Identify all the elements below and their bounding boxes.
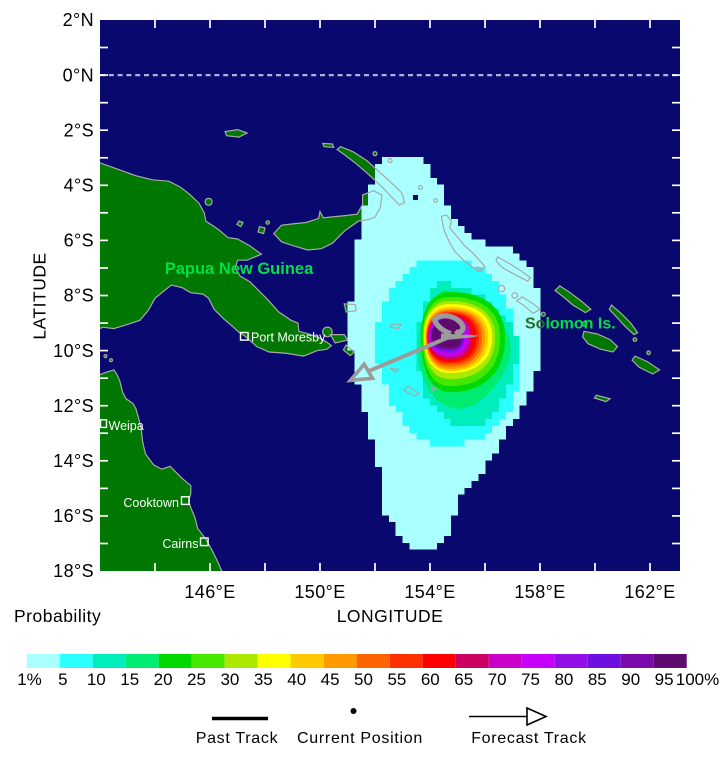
svg-text:Solomon Is.: Solomon Is. <box>525 316 616 333</box>
svg-text:2°S: 2°S <box>64 120 94 140</box>
svg-text:95: 95 <box>655 670 674 689</box>
svg-text:5: 5 <box>58 670 67 689</box>
svg-text:15: 15 <box>120 670 139 689</box>
svg-text:154°E: 154°E <box>404 582 455 602</box>
svg-text:10°S: 10°S <box>53 341 94 361</box>
svg-text:Forecast Track: Forecast Track <box>471 730 587 747</box>
svg-text:80: 80 <box>554 670 573 689</box>
svg-text:50: 50 <box>354 670 373 689</box>
svg-text:LATITUDE: LATITUDE <box>30 252 50 339</box>
svg-text:Port Moresby: Port Moresby <box>251 331 326 345</box>
svg-text:18°S: 18°S <box>53 561 94 581</box>
svg-text:16°S: 16°S <box>53 506 94 526</box>
svg-text:35: 35 <box>254 670 273 689</box>
svg-text:1%: 1% <box>17 670 42 689</box>
svg-text:Papua New Guinea: Papua New Guinea <box>165 260 314 278</box>
svg-text:60: 60 <box>421 670 440 689</box>
svg-text:2°N: 2°N <box>63 10 94 30</box>
svg-text:4°S: 4°S <box>64 176 94 196</box>
svg-text:40: 40 <box>287 670 306 689</box>
svg-text:70: 70 <box>488 670 507 689</box>
svg-text:Weipa: Weipa <box>109 419 144 433</box>
svg-text:25: 25 <box>187 670 206 689</box>
svg-text:Current Position: Current Position <box>297 730 423 747</box>
svg-text:LONGITUDE: LONGITUDE <box>337 606 444 626</box>
svg-text:Cairns: Cairns <box>162 537 198 551</box>
svg-text:8°S: 8°S <box>64 286 94 306</box>
svg-text:85: 85 <box>588 670 607 689</box>
svg-text:6°S: 6°S <box>64 231 94 251</box>
svg-text:30: 30 <box>220 670 239 689</box>
svg-text:100%: 100% <box>676 670 719 689</box>
svg-text:55: 55 <box>387 670 406 689</box>
svg-text:10: 10 <box>87 670 106 689</box>
svg-text:Past Track: Past Track <box>196 730 279 747</box>
svg-text:146°E: 146°E <box>184 582 235 602</box>
svg-text:150°E: 150°E <box>294 582 345 602</box>
svg-text:Probability: Probability <box>14 606 101 626</box>
svg-text:12°S: 12°S <box>53 396 94 416</box>
svg-text:75: 75 <box>521 670 540 689</box>
svg-text:158°E: 158°E <box>514 582 565 602</box>
svg-text:45: 45 <box>321 670 340 689</box>
svg-text:20: 20 <box>154 670 173 689</box>
svg-text:14°S: 14°S <box>53 451 94 471</box>
svg-text:0°N: 0°N <box>63 65 94 85</box>
svg-text:162°E: 162°E <box>624 582 675 602</box>
svg-text:Cooktown: Cooktown <box>123 496 179 510</box>
svg-text:65: 65 <box>454 670 473 689</box>
svg-text:90: 90 <box>621 670 640 689</box>
